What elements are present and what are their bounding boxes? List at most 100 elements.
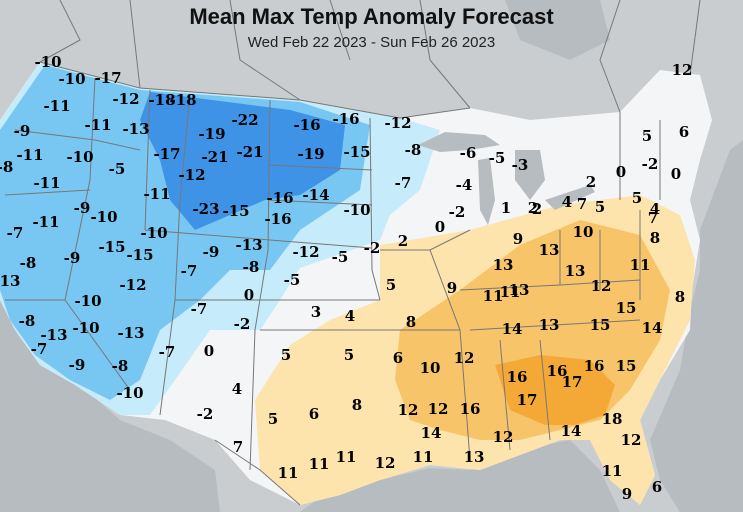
anomaly-value: -18 <box>148 91 175 109</box>
anomaly-value: -7 <box>31 340 48 358</box>
anomaly-value: -5 <box>489 149 506 167</box>
anomaly-value: -13 <box>117 324 144 342</box>
anomaly-value: -10 <box>34 53 61 71</box>
anomaly-value: 8 <box>352 396 362 414</box>
anomaly-value: 16 <box>584 357 605 375</box>
atlantic-ocean <box>650 140 743 512</box>
anomaly-value: 6 <box>309 405 319 423</box>
anomaly-value: -13 <box>122 120 149 138</box>
anomaly-value: -5 <box>109 160 126 178</box>
anomaly-value: 11 <box>336 448 357 466</box>
anomaly-value: -15 <box>222 202 249 220</box>
us-deep-cold-zone <box>140 92 345 230</box>
anomaly-value: 12 <box>493 428 514 446</box>
anomaly-value: 15 <box>616 299 637 317</box>
anomaly-value: 7 <box>648 209 658 227</box>
anomaly-value: -10 <box>74 292 101 310</box>
country-borders <box>39 0 701 506</box>
anomaly-value: 18 <box>602 410 623 428</box>
anomaly-value: -21 <box>236 143 263 161</box>
hudson-bay <box>505 0 610 60</box>
anomaly-value: 12 <box>621 431 642 449</box>
anomaly-values: -10-10 -17-12 -18-18-11-11 -13-9 -19-22 -16 -1… <box>0 53 692 503</box>
anomaly-value: -11 <box>33 174 60 192</box>
anomaly-value: -19 <box>297 145 324 163</box>
anomaly-value: 9 <box>622 485 632 503</box>
lake-erie <box>545 185 595 210</box>
anomaly-value: 13 <box>493 256 514 274</box>
anomaly-value: 12 <box>454 349 475 367</box>
anomaly-value: 0 <box>435 218 445 236</box>
anomaly-value: -11 <box>143 185 170 203</box>
anomaly-value: 5 <box>642 127 652 145</box>
anomaly-value: 8 <box>675 288 685 306</box>
anomaly-value: 16 <box>547 362 568 380</box>
anomaly-value: -16 <box>293 116 320 134</box>
anomaly-value: 14 <box>502 320 523 338</box>
anomaly-value: -2 <box>364 239 381 257</box>
anomaly-value: 5 <box>632 189 642 207</box>
anomaly-value: -15 <box>343 143 370 161</box>
anomaly-value: -16 <box>264 210 291 228</box>
anomaly-value: -7 <box>395 174 412 192</box>
anomaly-value: -8 <box>19 312 36 330</box>
anomaly-value: -21 <box>201 148 228 166</box>
anomaly-value: 5 <box>344 346 354 364</box>
anomaly-value: -8 <box>112 357 129 375</box>
anomaly-value: -10 <box>116 384 143 402</box>
anomaly-value: 5 <box>281 346 291 364</box>
anomaly-value: -13 <box>40 326 67 344</box>
anomaly-value: 2 <box>528 199 538 217</box>
anomaly-value: 16 <box>507 368 528 386</box>
pacific-ocean <box>0 300 220 512</box>
anomaly-value: -11 <box>43 97 70 115</box>
anomaly-value: -7 <box>191 300 208 318</box>
anomaly-value: -12 <box>119 276 146 294</box>
anomaly-value: -15 <box>126 246 153 264</box>
anomaly-value: -8 <box>20 254 37 272</box>
anomaly-value: -8 <box>405 141 422 159</box>
anomaly-value: -23 <box>192 200 219 218</box>
anomaly-value: -3 <box>512 156 529 174</box>
anomaly-value: 13 <box>539 241 560 259</box>
anomaly-value: 12 <box>375 454 396 472</box>
anomaly-value: 4 <box>650 200 660 218</box>
anomaly-value: -12 <box>384 114 411 132</box>
anomaly-value: -2 <box>449 203 466 221</box>
anomaly-value: 1 <box>501 199 511 217</box>
anomaly-value: 6 <box>652 478 662 496</box>
anomaly-value: -17 <box>153 145 180 163</box>
anomaly-value: 15 <box>590 316 611 334</box>
anomaly-value: -10 <box>72 319 99 337</box>
anomaly-value: -13 <box>235 236 262 254</box>
anomaly-value: -5 <box>284 271 301 289</box>
anomaly-value: -17 <box>94 69 121 87</box>
anomaly-value: -4 <box>456 176 473 194</box>
anomaly-value: -9 <box>203 243 220 261</box>
anomaly-value: -15 <box>98 238 125 256</box>
anomaly-value: 0 <box>616 163 626 181</box>
lake-superior <box>418 132 500 152</box>
anomaly-value: -10 <box>140 224 167 242</box>
anomaly-value: 7 <box>233 438 243 456</box>
anomaly-value: -7 <box>181 262 198 280</box>
anomaly-value: -12 <box>112 90 139 108</box>
anomaly-value: 13 <box>565 262 586 280</box>
anomaly-value: -9 <box>69 356 86 374</box>
anomaly-value: -6 <box>460 144 477 162</box>
anomaly-value: 10 <box>420 359 441 377</box>
anomaly-value: 5 <box>386 276 396 294</box>
anomaly-value: 15 <box>616 357 637 375</box>
anomaly-value: -12 <box>178 166 205 184</box>
anomaly-value: 13 <box>464 448 485 466</box>
anomaly-value: -10 <box>66 148 93 166</box>
anomaly-value: 4 <box>232 380 242 398</box>
anomaly-value: 12 <box>398 401 419 419</box>
anomaly-value: -2 <box>642 155 659 173</box>
anomaly-value: -2 <box>234 315 251 333</box>
anomaly-value: 17 <box>517 391 538 409</box>
anomaly-value: 14 <box>421 424 442 442</box>
anomaly-value: 9 <box>447 279 457 297</box>
